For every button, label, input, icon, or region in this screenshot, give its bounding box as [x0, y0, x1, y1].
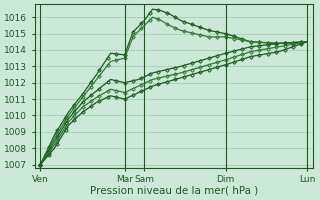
X-axis label: Pression niveau de la mer( hPa ): Pression niveau de la mer( hPa ) [90, 186, 258, 196]
